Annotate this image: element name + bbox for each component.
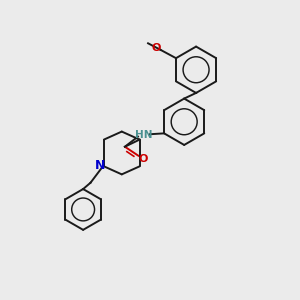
Text: HN: HN xyxy=(134,130,152,140)
Text: O: O xyxy=(138,154,148,164)
Text: N: N xyxy=(94,159,105,172)
Text: O: O xyxy=(152,43,161,53)
